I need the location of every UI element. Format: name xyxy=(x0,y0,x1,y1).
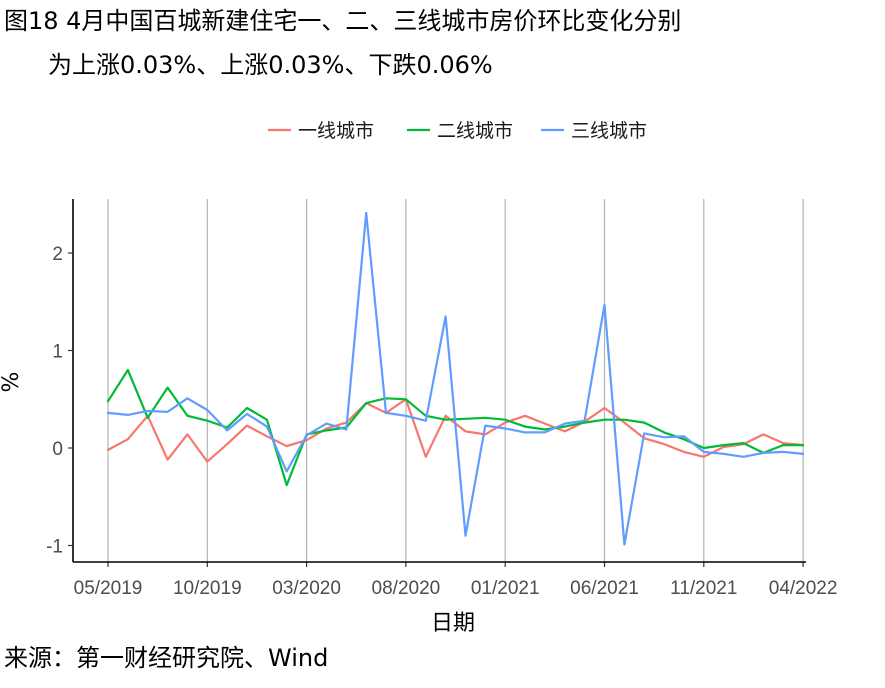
x-tick-label-5: 06/2021 xyxy=(570,578,639,599)
legend: 一线城市 二线城市 三线城市 xyxy=(268,120,647,142)
y-axis-label: % xyxy=(0,372,24,393)
x-tick-label-6: 11/2021 xyxy=(670,578,737,599)
x-tick-label-1: 10/2019 xyxy=(173,578,242,599)
legend-label-2: 二线城市 xyxy=(437,120,513,142)
source-note: 来源：第一财经研究院、Wind xyxy=(4,644,329,672)
x-tick-label-4: 01/2021 xyxy=(471,578,540,599)
series-lines xyxy=(106,211,805,546)
series-line-3 xyxy=(106,211,805,546)
y-tick-label-3: 2 xyxy=(52,244,63,265)
chart-title-line1: 图18 4月中国百城新建住宅一、二、三线城市房价环比变化分别 xyxy=(4,7,682,35)
x-tick-label-7: 04/2022 xyxy=(769,578,838,599)
legend-label-3: 三线城市 xyxy=(571,120,647,142)
x-tick-label-3: 08/2020 xyxy=(372,578,441,599)
grid-lines xyxy=(107,199,804,562)
axes: 05/2019 10/2019 03/2020 08/2020 01/2021 06/20… xyxy=(46,199,837,599)
y-tick-label-1: 0 xyxy=(52,439,63,460)
y-tick-label-0: -1 xyxy=(46,537,63,558)
x-tick-label-0: 05/2019 xyxy=(74,578,143,599)
legend-label-1: 一线城市 xyxy=(298,120,374,142)
y-tick-label-2: 1 xyxy=(52,342,63,363)
chart-title-line2: 为上涨0.03%、上涨0.03%、下跌0.06% xyxy=(48,51,493,79)
x-tick-label-2: 03/2020 xyxy=(272,578,341,599)
x-axis-label: 日期 xyxy=(431,611,475,636)
